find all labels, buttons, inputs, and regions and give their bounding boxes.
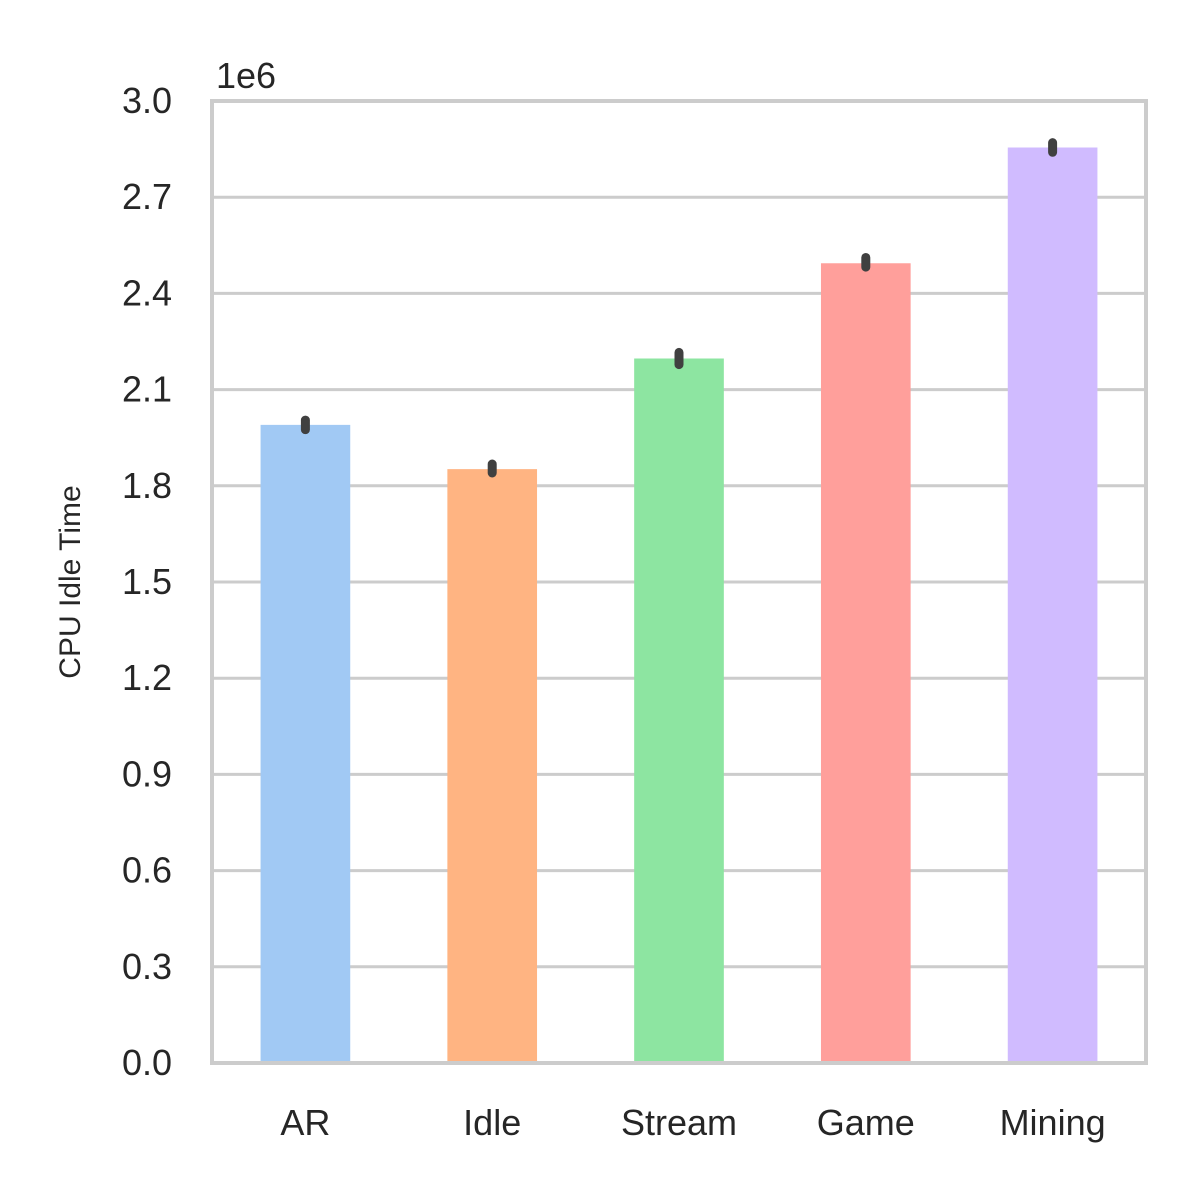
- bar: [820, 263, 911, 1063]
- y-tick-label: 2.7: [122, 176, 172, 217]
- bar: [260, 424, 351, 1064]
- error-bars: [300, 138, 1058, 478]
- y-tick-label: 2.4: [122, 272, 172, 313]
- y-tick-labels: 0.0 0.3 0.6 0.9 1.2 1.5 1.8 2.1 2.4 2.7 3.0: [122, 80, 172, 1083]
- y-tick-label: 2.1: [122, 369, 172, 410]
- y-tick-label: 1.2: [122, 657, 172, 698]
- y-tick-label: 0.6: [122, 850, 172, 891]
- y-tick-label: 3.0: [122, 80, 172, 121]
- x-tick-label: Mining: [1000, 1102, 1106, 1143]
- bars: [260, 147, 1098, 1064]
- y-axis-offset-label: 1e6: [216, 55, 276, 96]
- x-tick-label: Stream: [621, 1102, 737, 1143]
- y-tick-label: 0.0: [122, 1042, 172, 1083]
- y-tick-label: 0.9: [122, 753, 172, 794]
- x-tick-labels: AR Idle Stream Game Mining: [280, 1102, 1105, 1143]
- y-tick-label: 1.5: [122, 561, 172, 602]
- x-tick-label: Game: [817, 1102, 915, 1143]
- bar: [447, 469, 538, 1063]
- plot-frame: [210, 99, 1148, 1065]
- y-tick-label: 0.3: [122, 946, 172, 987]
- bar: [1007, 147, 1098, 1063]
- y-tick-label: 1.8: [122, 465, 172, 506]
- x-tick-label: Idle: [463, 1102, 521, 1143]
- bar: [634, 358, 724, 1063]
- x-tick-label: AR: [280, 1102, 330, 1143]
- y-axis-label: CPU Idle Time: [54, 485, 87, 678]
